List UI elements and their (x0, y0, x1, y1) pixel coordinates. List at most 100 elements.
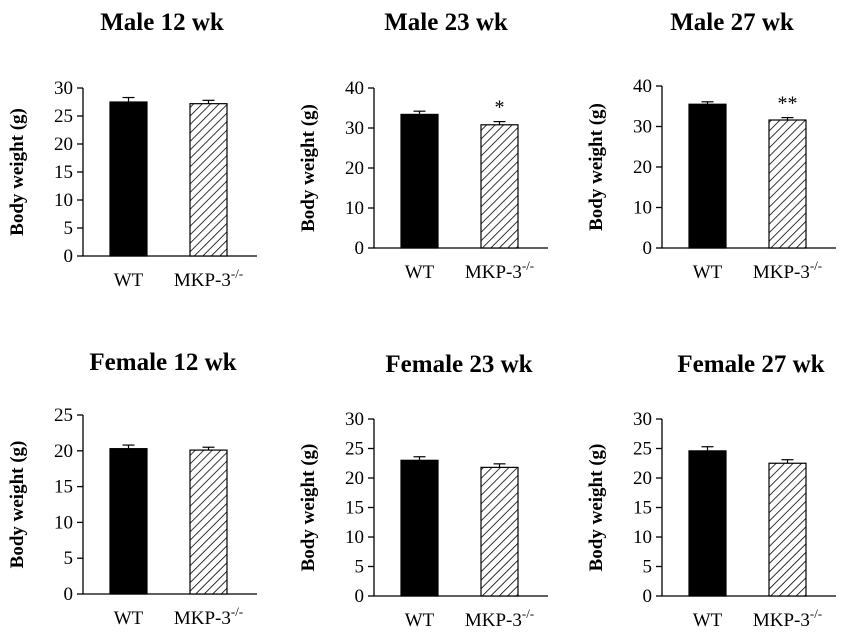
y-tick-label: 20 (54, 441, 73, 462)
category-superscript: -/- (810, 606, 822, 621)
category-name: WT (114, 270, 144, 291)
y-tick-label: 25 (633, 439, 652, 460)
chart-panel: Female 12 wk Body weight (g) 0 5 10 15 20 25 WT M… (7, 349, 257, 629)
x-category-label: WT (693, 262, 723, 283)
y-tick-label: 5 (64, 218, 74, 239)
category-name: WT (405, 610, 435, 631)
x-category-label: MKP-3-/- (465, 258, 534, 283)
y-tick-label: 20 (345, 158, 364, 179)
x-category-label: MKP-3-/- (753, 258, 822, 283)
y-tick-label: 0 (355, 238, 365, 259)
x-category-label: MKP-3-/- (465, 606, 534, 631)
category-name: MKP-3 (174, 608, 231, 629)
chart-panel: Male 27 wk Body weight (g) 0 10 20 30 40 WT ** MK… (586, 9, 836, 283)
category-name: WT (405, 262, 435, 283)
category-superscript: -/- (231, 266, 243, 281)
chart-title: Male 12 wk (100, 9, 224, 36)
x-category-label: MKP-3-/- (174, 604, 243, 629)
y-tick-label: 30 (633, 409, 652, 430)
bar-wt (109, 448, 148, 595)
chart-panel: Female 27 wk Body weight (g) 0 5 10 15 20 25 30 W… (586, 351, 836, 631)
category-name: MKP-3 (174, 270, 231, 291)
category-superscript: -/- (810, 258, 822, 273)
bar-mkp3 (480, 466, 519, 597)
category-superscript: -/- (522, 606, 534, 621)
bar-mkp3 (189, 449, 228, 595)
y-tick-label: 15 (54, 162, 73, 183)
category-superscript: -/- (522, 258, 534, 273)
x-category-label: MKP-3-/- (753, 606, 822, 631)
y-tick-label: 20 (54, 134, 73, 155)
x-category-label: WT (405, 262, 435, 283)
x-category-label: MKP-3-/- (174, 266, 243, 291)
bar-mkp3 (768, 119, 807, 249)
y-tick-label: 40 (345, 78, 364, 99)
bar-wt (400, 113, 439, 249)
category-name: MKP-3 (465, 262, 522, 283)
category-superscript: -/- (231, 604, 243, 619)
y-tick-label: 15 (633, 498, 652, 519)
bar-wt (688, 450, 727, 597)
category-name: WT (693, 262, 723, 283)
y-tick-label: 30 (54, 78, 73, 99)
y-tick-label: 15 (54, 477, 73, 498)
bar-wt (400, 459, 439, 597)
category-name: MKP-3 (465, 610, 522, 631)
y-tick-label: 20 (345, 468, 364, 489)
y-tick-label: 20 (633, 157, 652, 178)
significance-marker: ** (778, 93, 798, 115)
y-tick-label: 10 (54, 190, 73, 211)
bar-mkp3 (480, 124, 519, 249)
y-tick-label: 0 (643, 586, 653, 607)
y-axis-label: Body weight (g) (586, 444, 607, 572)
y-tick-label: 25 (345, 439, 364, 460)
category-name: WT (114, 608, 144, 629)
y-axis-label: Body weight (g) (7, 108, 28, 236)
y-tick-label: 30 (345, 118, 364, 139)
y-tick-label: 25 (54, 405, 73, 426)
y-tick-label: 0 (355, 586, 365, 607)
y-tick-label: 25 (54, 106, 73, 127)
chart-panel: Female 23 wk Body weight (g) 0 5 10 15 20 25 30 W… (298, 351, 548, 631)
y-tick-label: 10 (345, 527, 364, 548)
y-tick-label: 10 (54, 512, 73, 533)
chart-title: Female 12 wk (89, 349, 236, 376)
y-tick-label: 40 (633, 76, 652, 97)
significance-marker: * (495, 97, 505, 119)
category-name: WT (693, 610, 723, 631)
chart-panel: Male 12 wk Body weight (g) 0 5 10 15 20 25 30 WT M… (7, 9, 257, 291)
y-axis-label: Body weight (g) (298, 104, 319, 232)
chart-title: Male 27 wk (670, 9, 794, 36)
y-tick-label: 0 (64, 246, 74, 267)
bar-wt (688, 103, 727, 249)
y-tick-label: 10 (345, 198, 364, 219)
y-tick-label: 10 (633, 198, 652, 219)
y-tick-label: 10 (633, 527, 652, 548)
y-tick-label: 30 (345, 409, 364, 430)
category-name: MKP-3 (753, 610, 810, 631)
x-category-label: WT (114, 270, 144, 291)
x-category-label: WT (405, 610, 435, 631)
chart-panel: Male 23 wk Body weight (g) 0 10 20 30 40 WT * MKP… (298, 9, 548, 283)
y-tick-label: 5 (643, 557, 653, 578)
y-tick-label: 20 (633, 468, 652, 489)
chart-title: Male 23 wk (384, 9, 508, 36)
x-category-label: WT (693, 610, 723, 631)
bar-mkp3 (768, 462, 807, 597)
x-category-label: WT (114, 608, 144, 629)
bar-wt (109, 101, 148, 257)
y-tick-label: 0 (64, 584, 74, 605)
chart-title: Female 27 wk (677, 351, 824, 378)
y-tick-label: 0 (643, 238, 653, 259)
bar-mkp3 (189, 103, 228, 257)
y-axis-label: Body weight (g) (586, 103, 607, 231)
y-axis-label: Body weight (g) (298, 444, 319, 572)
y-tick-label: 5 (64, 548, 74, 569)
category-name: MKP-3 (753, 262, 810, 283)
y-tick-label: 15 (345, 498, 364, 519)
y-axis-label: Body weight (g) (7, 441, 28, 569)
chart-title: Female 23 wk (385, 351, 532, 378)
y-tick-label: 30 (633, 117, 652, 138)
y-tick-label: 5 (355, 557, 365, 578)
